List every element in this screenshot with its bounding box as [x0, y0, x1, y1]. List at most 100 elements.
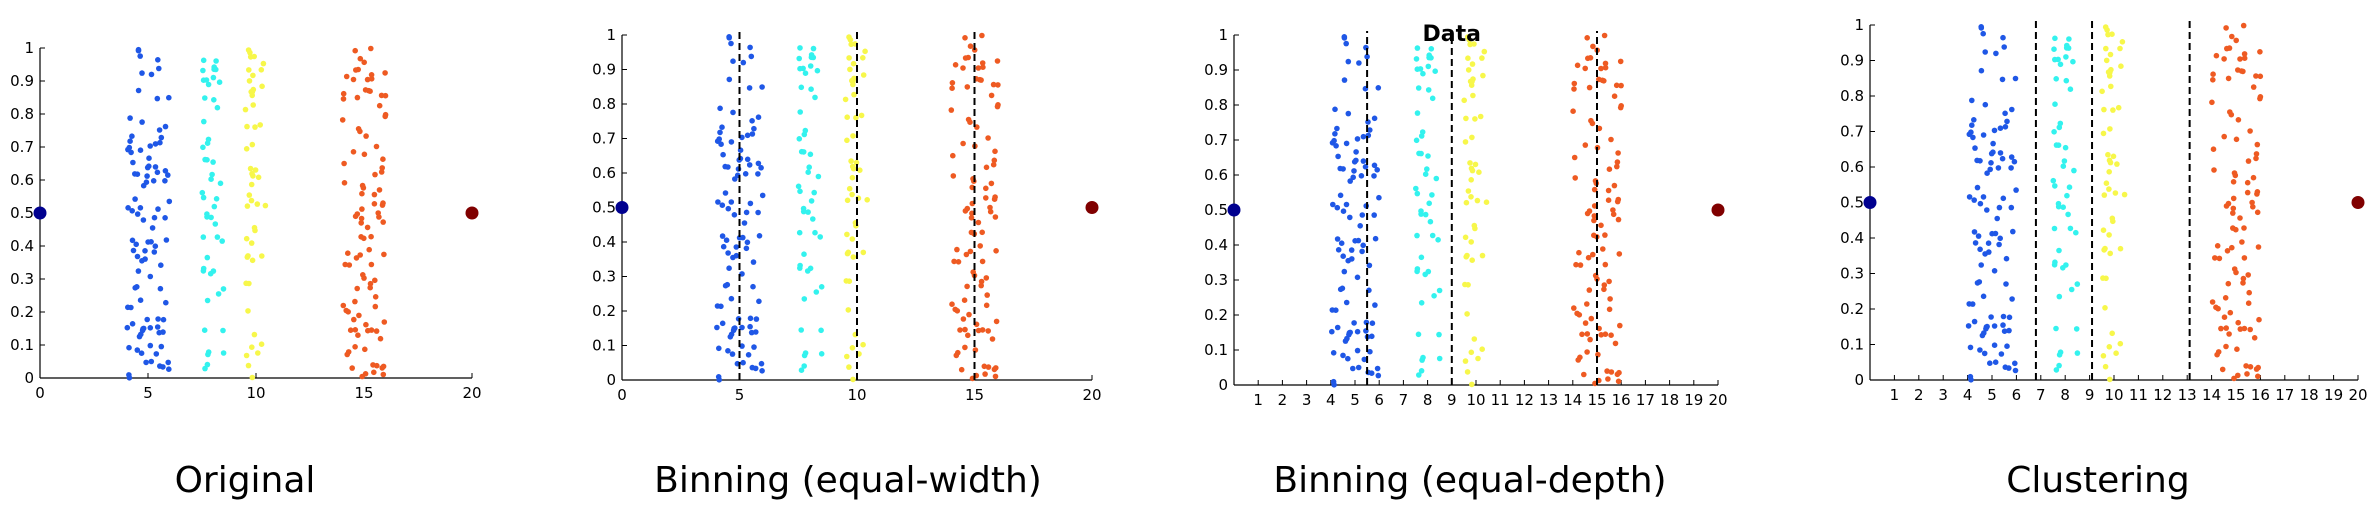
data-point: [1371, 173, 1377, 179]
data-point: [155, 206, 161, 212]
data-point: [2010, 228, 2016, 235]
data-point: [244, 203, 251, 209]
data-point: [258, 67, 265, 73]
data-point: [2253, 151, 2260, 157]
data-point: [135, 87, 142, 94]
data-point: [129, 208, 135, 214]
data-point: [1968, 129, 1974, 135]
data-point: [963, 251, 970, 258]
data-point: [2221, 56, 2227, 62]
data-point: [1972, 145, 1978, 151]
data-point: [163, 237, 170, 243]
data-point: [2223, 343, 2229, 350]
data-point: [2006, 365, 2012, 371]
data-point: [2115, 104, 2122, 111]
data-point: [987, 208, 994, 215]
data-point: [1464, 311, 1470, 317]
data-point: [2009, 106, 2015, 113]
data-point: [2223, 325, 2229, 331]
caption-equal-width: Binning (equal-width): [654, 460, 1042, 501]
x-tick-label: 10: [2104, 386, 2123, 404]
data-point: [2240, 22, 2247, 29]
data-point: [1472, 116, 1478, 122]
data-point: [2060, 204, 2066, 210]
data-point: [1999, 76, 2006, 83]
data-point: [381, 319, 388, 325]
data-point: [138, 350, 145, 357]
data-point: [1424, 166, 1430, 172]
data-point: [722, 282, 729, 289]
y-tick-label: 0.1: [592, 337, 616, 355]
data-point: [1418, 368, 1425, 374]
data-point: [260, 60, 267, 67]
data-point: [1615, 150, 1621, 156]
data-point: [1590, 43, 1596, 50]
data-point: [2056, 293, 2063, 300]
data-point: [249, 374, 256, 381]
data-point: [202, 156, 208, 163]
data-point: [2068, 286, 2075, 293]
data-point: [1468, 177, 1474, 183]
data-point: [2009, 296, 2015, 302]
x-tick-label: 10: [1466, 391, 1485, 409]
data-point: [716, 345, 722, 352]
data-point: [975, 219, 982, 226]
data-point: [2067, 86, 2074, 92]
data-point: [345, 250, 351, 256]
data-point: [989, 336, 996, 342]
data-point: [1337, 192, 1344, 199]
y-tick-label: 0.5: [10, 204, 34, 222]
x-tick-label: 13: [2178, 386, 2197, 404]
data-point: [205, 351, 211, 358]
data-point: [377, 335, 384, 342]
data-point: [1414, 45, 1421, 51]
data-point: [2051, 262, 2058, 268]
data-point: [1341, 77, 1348, 83]
data-point: [949, 301, 955, 308]
caption-equal-depth: Binning (equal-depth): [1273, 460, 1667, 501]
data-point: [2112, 190, 2119, 196]
data-point: [140, 182, 147, 189]
data-point: [356, 312, 362, 319]
data-point: [844, 137, 850, 144]
data-point: [352, 213, 359, 220]
data-point: [797, 265, 803, 271]
y-tick-label: 0.3: [1840, 265, 1864, 283]
data-point: [949, 85, 955, 91]
data-point: [248, 181, 255, 188]
data-point: [2057, 61, 2064, 68]
data-point: [797, 45, 803, 51]
data-point: [1362, 164, 1369, 170]
data-point: [961, 297, 968, 304]
data-point: [1349, 256, 1355, 262]
data-point: [248, 197, 255, 204]
data-point: [739, 324, 745, 331]
data-point: [800, 205, 807, 212]
y-tick-label: 0.2: [10, 303, 34, 321]
data-point: [1605, 376, 1611, 382]
data-point: [992, 214, 999, 220]
data-point: [151, 249, 158, 255]
data-point: [983, 302, 990, 309]
data-point: [367, 280, 374, 287]
data-point: [1367, 127, 1373, 133]
data-point: [1337, 165, 1343, 172]
data-point: [950, 173, 957, 179]
data-point: [725, 250, 731, 256]
data-point: [352, 298, 358, 305]
data-point: [955, 349, 961, 356]
data-point: [1331, 137, 1337, 144]
data-point: [2064, 42, 2070, 49]
data-point: [200, 67, 206, 74]
data-point: [342, 261, 349, 268]
data-point: [813, 289, 820, 295]
x-tick-label: 0: [617, 386, 627, 404]
data-point: [2099, 88, 2105, 95]
data-point: [380, 371, 387, 378]
data-point: [2103, 57, 2110, 64]
data-point: [200, 194, 207, 201]
data-point: [1582, 142, 1589, 148]
data-point: [210, 74, 217, 81]
data-point: [2250, 174, 2257, 181]
data-point: [145, 239, 151, 245]
